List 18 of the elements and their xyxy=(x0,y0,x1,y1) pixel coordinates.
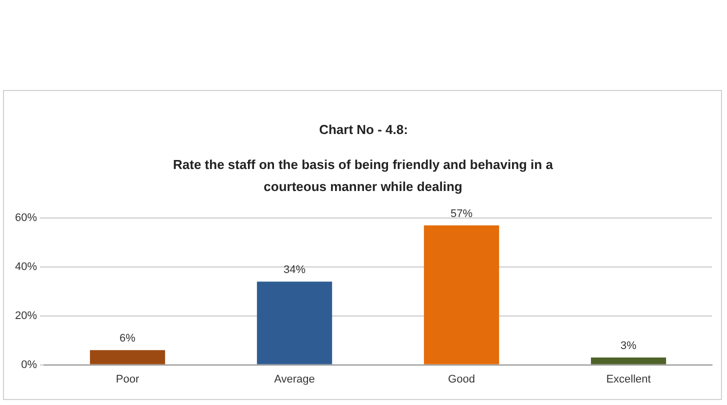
x-tick-label: Poor xyxy=(116,373,140,386)
data-label: 6% xyxy=(120,332,136,345)
data-label: 3% xyxy=(620,340,637,352)
y-tick-label: 60% xyxy=(14,212,38,224)
bar xyxy=(590,357,666,364)
chart-subtitle: Rate the staff on the basis of being friendly and behaving in a courteous manner while dealing xyxy=(172,156,554,196)
data-label: 34% xyxy=(283,264,306,276)
bar xyxy=(424,225,500,364)
y-tick-label: 40% xyxy=(14,260,38,273)
x-tick-label: Good xyxy=(448,373,475,386)
data-label: 57% xyxy=(450,208,473,220)
bar xyxy=(90,350,166,364)
bar xyxy=(256,282,332,364)
x-tick-label: Average xyxy=(274,373,315,386)
y-tick-label: 0% xyxy=(21,358,38,371)
chart-title: Chart No - 4.8: xyxy=(318,122,409,137)
x-tick-label: Excellent xyxy=(606,373,651,386)
y-tick-label: 20% xyxy=(14,310,38,322)
